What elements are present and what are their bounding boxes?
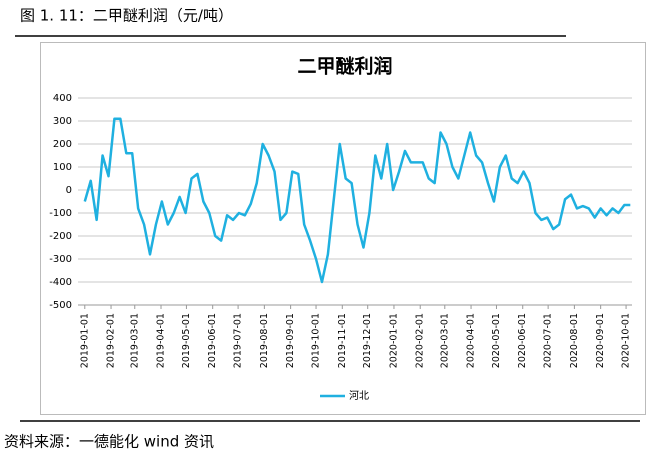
x-tick-label: 2019-10-01 bbox=[311, 313, 322, 368]
y-tick-label: 0 bbox=[66, 185, 72, 196]
y-tick-label: 300 bbox=[53, 116, 72, 127]
x-tick-label: 2019-02-01 bbox=[106, 313, 117, 368]
figure-caption: 图 1. 11：二甲醚利润（元/吨） bbox=[20, 7, 233, 25]
x-tick-label: 2019-03-01 bbox=[129, 313, 140, 368]
y-tick-label: -100 bbox=[49, 208, 72, 219]
x-tick-label: 2020-06-01 bbox=[517, 313, 528, 368]
x-tick-label: 2020-04-01 bbox=[466, 313, 477, 368]
x-tick-label: 2020-02-01 bbox=[415, 313, 426, 368]
y-tick-label: -400 bbox=[49, 277, 72, 288]
x-tick-label: 2019-04-01 bbox=[156, 313, 167, 368]
legend-label: 河北 bbox=[349, 390, 369, 402]
x-tick-label: 2020-09-01 bbox=[595, 313, 606, 368]
x-tick-label: 2019-08-01 bbox=[259, 313, 270, 368]
chart-title: 二甲醚利润 bbox=[297, 55, 392, 78]
x-tick-label: 2019-07-01 bbox=[233, 313, 244, 368]
x-tick-label: 2019-11-01 bbox=[337, 313, 348, 368]
x-tick-label: 2020-01-01 bbox=[388, 313, 399, 368]
x-tick-label: 2020-07-01 bbox=[543, 313, 554, 368]
data-line bbox=[83, 117, 631, 284]
chart-frame bbox=[40, 42, 646, 415]
y-tick-label: -500 bbox=[49, 300, 72, 311]
x-tick-label: 2020-05-01 bbox=[491, 313, 502, 368]
y-tick-label: -300 bbox=[49, 254, 72, 265]
source-note: 资料来源：一德能化 wind 资讯 bbox=[4, 433, 214, 451]
x-tick-label: 2020-08-01 bbox=[569, 313, 580, 368]
y-tick-label: 400 bbox=[53, 93, 72, 104]
x-tick-label: 2019-05-01 bbox=[181, 313, 192, 368]
y-tick-label: 100 bbox=[53, 162, 72, 173]
x-tick-label: 2020-10-01 bbox=[621, 313, 632, 368]
x-tick-label: 2020-03-01 bbox=[439, 313, 450, 368]
x-tick-label: 2019-01-01 bbox=[79, 313, 90, 368]
y-tick-label: -200 bbox=[49, 231, 72, 242]
x-tick-label: 2019-09-01 bbox=[285, 313, 296, 368]
x-tick-label: 2019-12-01 bbox=[362, 313, 373, 368]
y-tick-label: 200 bbox=[53, 139, 72, 150]
x-tick-label: 2019-06-01 bbox=[207, 313, 218, 368]
